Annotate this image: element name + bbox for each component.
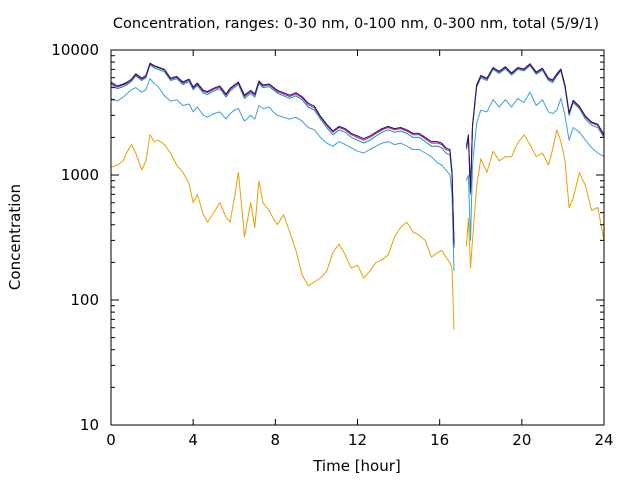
series-line-2	[110, 78, 455, 272]
x-axis-label: Time [hour]	[312, 457, 401, 475]
x-tick-label: 20	[512, 431, 531, 449]
y-tick-label: 10	[80, 416, 99, 434]
series-line-1	[110, 134, 455, 330]
series-line-4	[465, 64, 605, 194]
series-layer	[110, 62, 605, 330]
x-tick-label: 12	[348, 431, 367, 449]
y-axis: 10 100 1000 10000	[51, 41, 604, 434]
x-tick-label: 4	[188, 431, 198, 449]
series-line-5	[110, 62, 455, 245]
x-tick-label: 8	[271, 431, 281, 449]
series-line-1	[465, 129, 605, 269]
y-tick-label: 10000	[51, 41, 99, 59]
plot-frame	[110, 49, 605, 426]
x-axis: 0 4 8 12 16 20 24	[106, 50, 614, 449]
y-tick-label: 1000	[61, 166, 99, 184]
series-line-2	[465, 91, 605, 241]
x-tick-label: 24	[594, 431, 613, 449]
x-tick-label: 16	[430, 431, 449, 449]
series-line-3	[465, 65, 605, 195]
y-axis-label: Concentration	[6, 184, 24, 290]
series-line-5	[465, 63, 605, 192]
x-tick-label: 0	[106, 431, 116, 449]
series-line-4	[110, 63, 455, 247]
chart-title: Concentration, ranges: 0-30 nm, 0-100 nm…	[113, 16, 599, 32]
y-tick-label: 100	[70, 291, 99, 309]
series-line-3	[110, 64, 455, 249]
